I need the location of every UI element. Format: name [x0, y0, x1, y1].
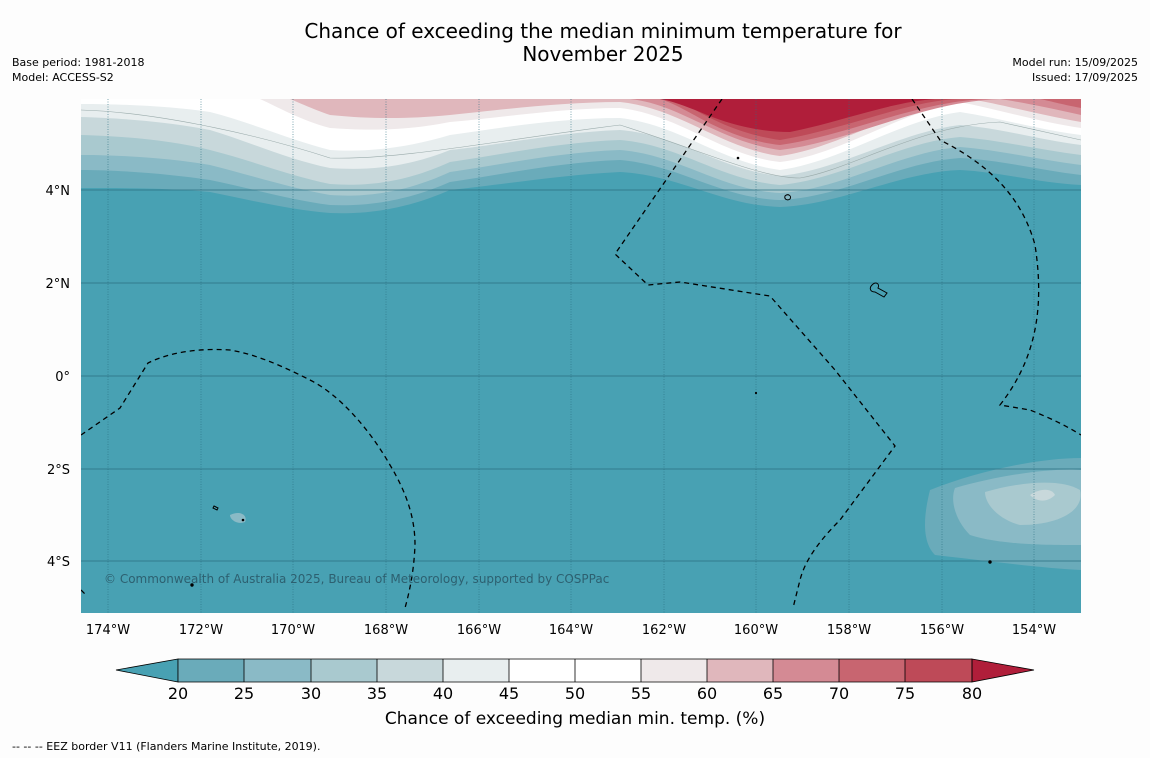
island-dot-4 [988, 560, 992, 564]
model-info: Base period: 1981-2018 Model: ACCESS-S2 [12, 55, 144, 85]
colorbar-tick-label: 70 [829, 684, 849, 703]
lon-label: 168°W [364, 623, 408, 638]
colorbar-title: Chance of exceeding median min. temp. (%… [384, 709, 766, 729]
island-north [784, 194, 791, 201]
lat-label: 2°N [46, 277, 71, 292]
colorbar-tick-label: 60 [697, 684, 717, 703]
northern-contour-bands [81, 99, 1081, 214]
colorbar-tick-label: 50 [565, 684, 585, 703]
colorbar-segment [244, 659, 311, 682]
colorbar-segment [839, 659, 905, 682]
colorbar-high-extend [971, 658, 1035, 683]
colorbar-segment [509, 659, 575, 682]
title-line-2: November 2025 [522, 42, 684, 66]
colorbar-tick-label: 55 [631, 684, 651, 703]
colorbar-low-extend [115, 658, 179, 683]
lon-label: 162°W [642, 623, 686, 638]
map-area: © Commonwealth of Australia 2025, Bureau… [81, 99, 1081, 613]
colorbar-tick-label: 30 [301, 684, 321, 703]
colorbar-segment [641, 659, 707, 682]
run-info: Model run: 15/09/2025 Issued: 17/09/2025 [1012, 55, 1138, 85]
lon-label: 172°W [179, 623, 223, 638]
lat-label: 2°S [47, 463, 70, 478]
colorbar-tick-label: 40 [433, 684, 453, 703]
lon-label: 166°W [457, 623, 501, 638]
islands [190, 156, 992, 587]
colorbar-tick-label: 75 [895, 684, 915, 703]
colorbar-segment [377, 659, 443, 682]
chart-title: Chance of exceeding the median minimum t… [0, 20, 1150, 66]
island-west [212, 505, 219, 511]
colorbar-segment [443, 659, 509, 682]
colorbar-tick-label: 80 [962, 684, 982, 703]
latitude-labels: 4°N 2°N 0° 2°S 4°S [46, 184, 71, 570]
island-dot-5 [754, 391, 758, 395]
colorbar-tick-label: 65 [763, 684, 783, 703]
colorbar-segment [707, 659, 773, 682]
lon-label: 160°W [734, 623, 778, 638]
copyright-text: © Commonwealth of Australia 2025, Bureau… [104, 572, 609, 586]
colorbar-segment [773, 659, 839, 682]
island-christmas [869, 282, 888, 298]
lon-label: 174°W [86, 623, 130, 638]
lat-label: 0° [55, 370, 70, 385]
eez-legend-note: -- -- -- EEZ border V11 (Flanders Marine… [12, 740, 321, 753]
lon-label: 156°W [920, 623, 964, 638]
lon-label: 154°W [1012, 623, 1056, 638]
lon-label: 158°W [827, 623, 871, 638]
issued-date: Issued: 17/09/2025 [1031, 71, 1138, 84]
colorbar-segment [311, 659, 377, 682]
colorbar-tick-label: 45 [499, 684, 519, 703]
title-line-1: Chance of exceeding the median minimum t… [304, 19, 902, 43]
lon-label: 164°W [549, 623, 593, 638]
colorbar-segment [905, 659, 972, 682]
lon-label: 170°W [271, 623, 315, 638]
colorbar-tick-label: 20 [168, 684, 188, 703]
graticule [107, 99, 1035, 613]
lat-label: 4°S [47, 555, 70, 570]
colorbar-segment [575, 659, 641, 682]
eez-borders [81, 99, 1081, 609]
island-dot-1 [241, 518, 245, 522]
model-run: Model run: 15/09/2025 [1012, 56, 1138, 69]
lat-label: 4°N [46, 184, 71, 199]
latitude-lines [81, 189, 1081, 562]
base-period: Base period: 1981-2018 [12, 56, 145, 69]
colorbar: 20 25 30 35 40 45 50 55 60 65 70 75 80 [115, 658, 1035, 703]
longitude-labels: 174°W 172°W 170°W 168°W 166°W 164°W 162°… [86, 623, 1056, 638]
model-name: Model: ACCESS-S2 [12, 71, 114, 84]
colorbar-tick-label: 35 [367, 684, 387, 703]
island-dot-2 [190, 583, 194, 587]
colorbar-tick-label: 25 [234, 684, 254, 703]
island-dot-3 [736, 156, 740, 160]
colorbar-segment [178, 659, 244, 682]
southeast-contour-bands [230, 458, 1081, 570]
